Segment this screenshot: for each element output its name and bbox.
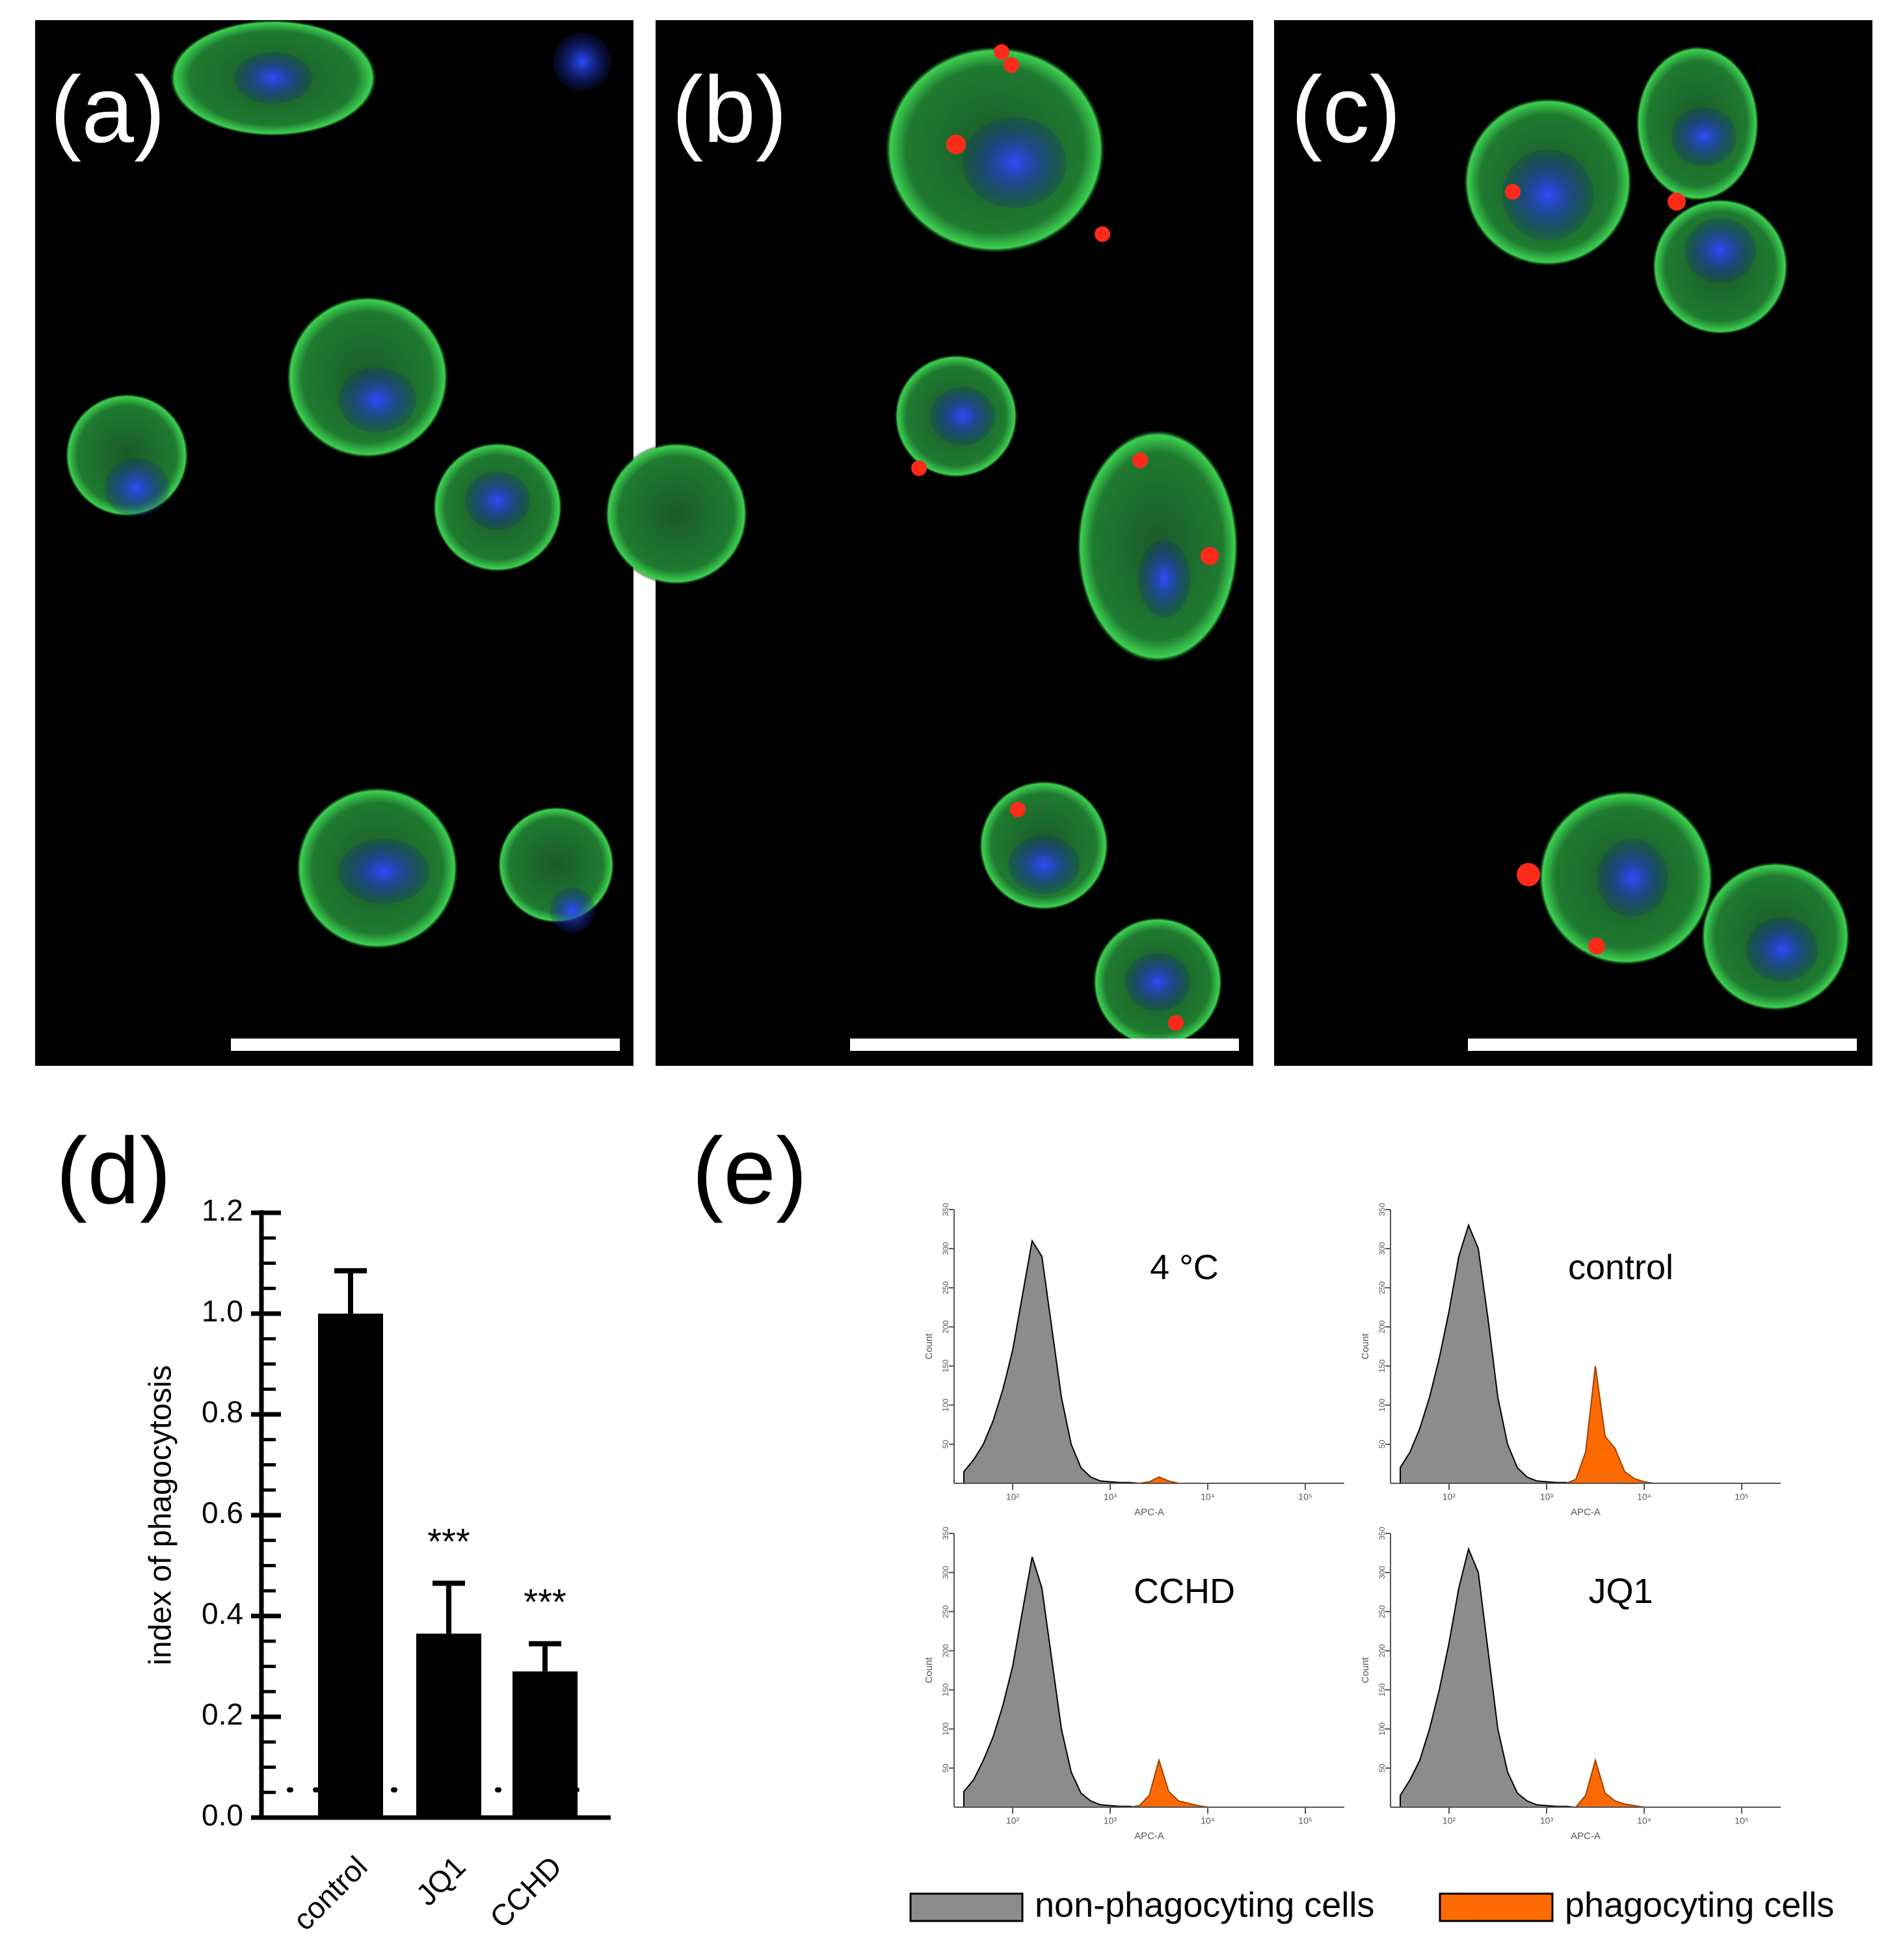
histogram-title: JQ1 — [1588, 1572, 1653, 1611]
y-tick-label: 100 — [941, 1722, 950, 1735]
histogram-title: 4 °C — [1150, 1248, 1219, 1287]
x-tick-label: 10² — [1006, 1492, 1020, 1502]
y-axis-label: index of phagocytosis — [144, 1365, 178, 1665]
y-tick-label: 200 — [941, 1644, 950, 1657]
histogram-title: CCHD — [1134, 1572, 1235, 1611]
y-tick-label: 150 — [941, 1359, 950, 1372]
x-tick-label: 10⁵ — [1298, 1492, 1312, 1502]
legend-label: non-phagocyting cells — [1035, 1885, 1374, 1924]
y-tick-label: 300 — [1377, 1242, 1387, 1255]
panel-label: (b) — [672, 57, 787, 162]
y-tick-label: 350 — [941, 1203, 950, 1216]
y-tick-label: 100 — [1377, 1722, 1387, 1735]
y-tick-label: 250 — [1377, 1281, 1387, 1294]
y-axis-label: Count — [1360, 1333, 1371, 1360]
x-axis-label: APC-A — [1134, 1831, 1164, 1842]
y-tick-label: 150 — [1377, 1359, 1387, 1372]
x-tick-label: 10³ — [1104, 1816, 1117, 1826]
y-tick-label: 0.4 — [202, 1596, 243, 1630]
panel-label: (d) — [56, 1118, 171, 1223]
y-tick-label: 350 — [941, 1527, 950, 1540]
x-tick-label: 10⁵ — [1298, 1816, 1312, 1826]
significance: *** — [524, 1581, 566, 1622]
legend-swatch — [909, 1892, 1024, 1922]
y-tick-label: 200 — [941, 1320, 950, 1333]
y-tick-label: 100 — [941, 1398, 950, 1411]
x-tick-label: 10³ — [1540, 1816, 1554, 1826]
bar — [318, 1314, 383, 1818]
y-tick-label: 250 — [941, 1605, 950, 1618]
x-tick-label: 10⁴ — [1201, 1492, 1215, 1502]
x-tick-label: 10⁵ — [1735, 1492, 1748, 1502]
x-tick-label: 10³ — [1104, 1492, 1117, 1502]
y-axis-label: Count — [1360, 1657, 1371, 1684]
x-tick-label: 10² — [1006, 1816, 1020, 1826]
y-tick-label: 250 — [941, 1281, 950, 1294]
y-tick-label: 0.8 — [202, 1395, 243, 1429]
histogram-title: control — [1568, 1248, 1673, 1287]
y-tick-label: 50 — [941, 1440, 950, 1449]
y-axis-label: Count — [924, 1657, 935, 1684]
y-tick-label: 150 — [1377, 1683, 1387, 1696]
x-tick-label: 10⁴ — [1201, 1816, 1215, 1826]
x-tick-label: 10² — [1443, 1816, 1456, 1826]
y-tick-label: 250 — [1377, 1605, 1387, 1618]
y-tick-label: 1.2 — [202, 1193, 243, 1227]
x-tick-label: 10³ — [1540, 1492, 1554, 1502]
panel-label: (a) — [50, 57, 165, 162]
significance: *** — [427, 1520, 470, 1561]
y-tick-label: 50 — [941, 1764, 950, 1773]
y-tick-label: 100 — [1377, 1398, 1387, 1411]
y-tick-label: 300 — [941, 1242, 950, 1255]
y-tick-label: 300 — [941, 1566, 950, 1579]
x-tick-label: 10⁴ — [1637, 1492, 1651, 1502]
panel-label: (e) — [692, 1118, 807, 1223]
x-tick-label: 10² — [1443, 1492, 1456, 1502]
y-tick-label: 350 — [1377, 1527, 1387, 1540]
y-tick-label: 1.0 — [202, 1294, 243, 1328]
micrograph-a — [35, 20, 633, 1066]
micrograph-b — [605, 20, 1253, 1066]
x-tick-label: 10⁴ — [1637, 1816, 1651, 1826]
micrograph-c — [1274, 20, 1872, 1066]
y-tick-label: 0.0 — [202, 1798, 243, 1832]
y-tick-label: 150 — [941, 1683, 950, 1696]
x-axis-label: APC-A — [1571, 1831, 1601, 1842]
y-tick-label: 0.6 — [202, 1496, 243, 1530]
y-tick-label: 0.2 — [202, 1697, 243, 1731]
panel-label: (c) — [1291, 57, 1401, 162]
y-tick-label: 200 — [1377, 1644, 1387, 1657]
y-tick-label: 350 — [1377, 1203, 1387, 1216]
x-axis-label: APC-A — [1134, 1507, 1164, 1518]
bar — [416, 1634, 481, 1818]
y-axis-label: Count — [924, 1333, 935, 1360]
y-tick-label: 50 — [1377, 1440, 1387, 1449]
x-tick-label: 10⁵ — [1735, 1816, 1748, 1826]
legend-label: phagocyting cells — [1565, 1885, 1834, 1924]
bar — [512, 1671, 578, 1818]
x-axis-label: APC-A — [1571, 1507, 1601, 1518]
y-tick-label: 50 — [1377, 1764, 1387, 1773]
legend-swatch — [1439, 1892, 1554, 1922]
y-tick-label: 300 — [1377, 1566, 1387, 1579]
y-tick-label: 200 — [1377, 1320, 1387, 1333]
